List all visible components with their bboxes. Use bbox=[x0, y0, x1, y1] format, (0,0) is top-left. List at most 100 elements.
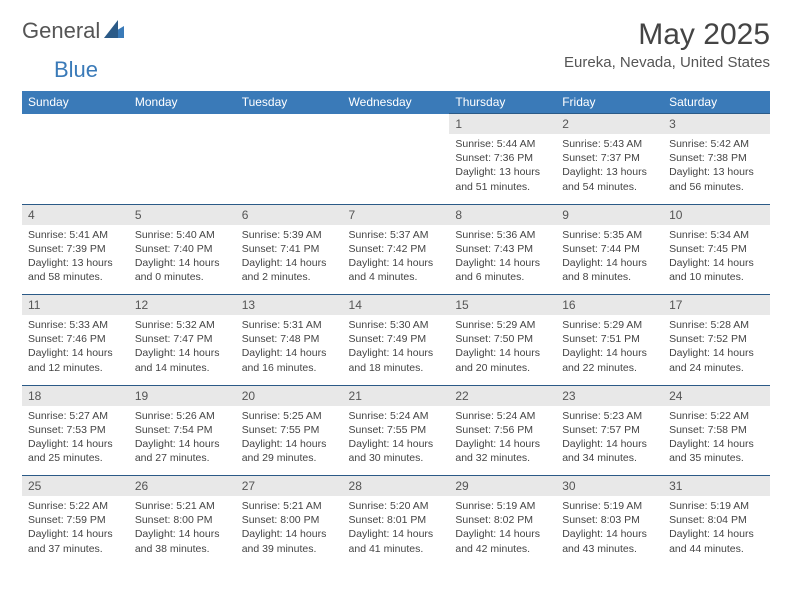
day-number-cell: 12 bbox=[129, 295, 236, 316]
sunset-text: Sunset: 7:55 PM bbox=[349, 423, 444, 437]
brand-mark-icon bbox=[104, 20, 124, 43]
day-detail-cell: Sunrise: 5:43 AMSunset: 7:37 PMDaylight:… bbox=[556, 134, 663, 204]
sunrise-text: Sunrise: 5:22 AM bbox=[669, 409, 764, 423]
daylight-text: Daylight: 14 hours and 22 minutes. bbox=[562, 346, 657, 374]
sunset-text: Sunset: 8:00 PM bbox=[135, 513, 230, 527]
day-detail-cell: Sunrise: 5:41 AMSunset: 7:39 PMDaylight:… bbox=[22, 225, 129, 295]
sunrise-text: Sunrise: 5:41 AM bbox=[28, 228, 123, 242]
day-header: Saturday bbox=[663, 91, 770, 114]
sunrise-text: Sunrise: 5:21 AM bbox=[135, 499, 230, 513]
sunrise-text: Sunrise: 5:31 AM bbox=[242, 318, 337, 332]
day-header: Thursday bbox=[449, 91, 556, 114]
sunrise-text: Sunrise: 5:24 AM bbox=[349, 409, 444, 423]
day-header: Monday bbox=[129, 91, 236, 114]
daynum-row: 25262728293031 bbox=[22, 476, 770, 497]
sunset-text: Sunset: 7:42 PM bbox=[349, 242, 444, 256]
day-detail-cell: Sunrise: 5:28 AMSunset: 7:52 PMDaylight:… bbox=[663, 315, 770, 385]
day-header-row: Sunday Monday Tuesday Wednesday Thursday… bbox=[22, 91, 770, 114]
sunrise-text: Sunrise: 5:40 AM bbox=[135, 228, 230, 242]
day-header: Tuesday bbox=[236, 91, 343, 114]
daylight-text: Daylight: 14 hours and 18 minutes. bbox=[349, 346, 444, 374]
day-number-cell: 31 bbox=[663, 476, 770, 497]
day-number-cell bbox=[129, 114, 236, 135]
day-detail-cell: Sunrise: 5:25 AMSunset: 7:55 PMDaylight:… bbox=[236, 406, 343, 476]
daylight-text: Daylight: 14 hours and 43 minutes. bbox=[562, 527, 657, 555]
detail-row: Sunrise: 5:44 AMSunset: 7:36 PMDaylight:… bbox=[22, 134, 770, 204]
day-header: Sunday bbox=[22, 91, 129, 114]
daylight-text: Daylight: 14 hours and 30 minutes. bbox=[349, 437, 444, 465]
day-detail-cell: Sunrise: 5:19 AMSunset: 8:02 PMDaylight:… bbox=[449, 496, 556, 566]
detail-row: Sunrise: 5:22 AMSunset: 7:59 PM Daylight:… bbox=[22, 496, 770, 566]
daylight-text: Daylight: 14 hours and 0 minutes. bbox=[135, 256, 230, 284]
sunrise-text: Sunrise: 5:29 AM bbox=[562, 318, 657, 332]
day-number-cell: 18 bbox=[22, 385, 129, 406]
day-number-cell: 30 bbox=[556, 476, 663, 497]
sunrise-text: Sunrise: 5:19 AM bbox=[562, 499, 657, 513]
sunrise-text: Sunrise: 5:34 AM bbox=[669, 228, 764, 242]
daylight-text: Daylight: 13 hours and 56 minutes. bbox=[669, 165, 764, 193]
sunrise-text: Sunrise: 5:22 AM bbox=[28, 499, 123, 513]
day-number-cell: 23 bbox=[556, 385, 663, 406]
sunset-text: Sunset: 7:55 PM bbox=[242, 423, 337, 437]
calendar-table: Sunday Monday Tuesday Wednesday Thursday… bbox=[22, 91, 770, 566]
sunset-text: Sunset: 7:49 PM bbox=[349, 332, 444, 346]
day-number-cell: 2 bbox=[556, 114, 663, 135]
daylight-text: Daylight: 14 hours and 4 minutes. bbox=[349, 256, 444, 284]
daylight-text: Daylight: 14 hours and 14 minutes. bbox=[135, 346, 230, 374]
sunset-text: Sunset: 8:01 PM bbox=[349, 513, 444, 527]
day-number-cell: 11 bbox=[22, 295, 129, 316]
day-number-cell: 15 bbox=[449, 295, 556, 316]
day-number-cell: 1 bbox=[449, 114, 556, 135]
day-detail-cell: Sunrise: 5:30 AMSunset: 7:49 PMDaylight:… bbox=[343, 315, 450, 385]
sunrise-text: Sunrise: 5:19 AM bbox=[669, 499, 764, 513]
daylight-text: Daylight: 14 hours and 10 minutes. bbox=[669, 256, 764, 284]
day-detail-cell: Sunrise: 5:21 AMSunset: 8:00 PMDaylight:… bbox=[236, 496, 343, 566]
day-detail-cell bbox=[129, 134, 236, 204]
sunset-text: Sunset: 7:44 PM bbox=[562, 242, 657, 256]
detail-row: Sunrise: 5:33 AMSunset: 7:46 PMDaylight:… bbox=[22, 315, 770, 385]
sunset-text: Sunset: 7:37 PM bbox=[562, 151, 657, 165]
sunset-text: Sunset: 7:45 PM bbox=[669, 242, 764, 256]
day-number-cell: 6 bbox=[236, 204, 343, 225]
sunrise-text: Sunrise: 5:19 AM bbox=[455, 499, 550, 513]
day-number-cell bbox=[236, 114, 343, 135]
day-number-cell: 25 bbox=[22, 476, 129, 497]
daynum-row: 11121314151617 bbox=[22, 295, 770, 316]
sunrise-text: Sunrise: 5:25 AM bbox=[242, 409, 337, 423]
day-number-cell: 16 bbox=[556, 295, 663, 316]
daylight-text: Daylight: 14 hours and 35 minutes. bbox=[669, 437, 764, 465]
day-detail-cell bbox=[236, 134, 343, 204]
day-number-cell: 14 bbox=[343, 295, 450, 316]
location-text: Eureka, Nevada, United States bbox=[564, 54, 770, 71]
daylight-text: Daylight: 14 hours and 6 minutes. bbox=[455, 256, 550, 284]
day-detail-cell: Sunrise: 5:44 AMSunset: 7:36 PMDaylight:… bbox=[449, 134, 556, 204]
daylight-text: Daylight: 13 hours and 54 minutes. bbox=[562, 165, 657, 193]
detail-row: Sunrise: 5:27 AMSunset: 7:53 PMDaylight:… bbox=[22, 406, 770, 476]
sunrise-text: Sunrise: 5:24 AM bbox=[455, 409, 550, 423]
sunset-text: Sunset: 7:40 PM bbox=[135, 242, 230, 256]
sunrise-text: Sunrise: 5:42 AM bbox=[669, 137, 764, 151]
sunset-text: Sunset: 7:46 PM bbox=[28, 332, 123, 346]
day-number-cell: 19 bbox=[129, 385, 236, 406]
day-number-cell: 8 bbox=[449, 204, 556, 225]
brand-text-general: General bbox=[22, 18, 100, 44]
daylight-text: Daylight: 14 hours and 25 minutes. bbox=[28, 437, 123, 465]
day-number-cell bbox=[343, 114, 450, 135]
sunrise-text: Sunrise: 5:29 AM bbox=[455, 318, 550, 332]
sunset-text: Sunset: 7:53 PM bbox=[28, 423, 123, 437]
daylight-text: Daylight: 14 hours and 8 minutes. bbox=[562, 256, 657, 284]
day-detail-cell: Sunrise: 5:42 AMSunset: 7:38 PMDaylight:… bbox=[663, 134, 770, 204]
sunset-text: Sunset: 7:59 PM bbox=[28, 513, 123, 527]
day-header: Friday bbox=[556, 91, 663, 114]
daylight-text: Daylight: 14 hours and 24 minutes. bbox=[669, 346, 764, 374]
sunset-text: Sunset: 7:57 PM bbox=[562, 423, 657, 437]
brand-logo: General bbox=[22, 18, 126, 44]
sunset-text: Sunset: 7:39 PM bbox=[28, 242, 123, 256]
day-number-cell: 17 bbox=[663, 295, 770, 316]
day-number-cell: 20 bbox=[236, 385, 343, 406]
title-block: May 2025 Eureka, Nevada, United States bbox=[564, 18, 770, 71]
daylight-text: Daylight: 14 hours and 27 minutes. bbox=[135, 437, 230, 465]
sunrise-text: Sunrise: 5:37 AM bbox=[349, 228, 444, 242]
sunrise-text: Sunrise: 5:36 AM bbox=[455, 228, 550, 242]
daylight-text: Daylight: 14 hours and 29 minutes. bbox=[242, 437, 337, 465]
